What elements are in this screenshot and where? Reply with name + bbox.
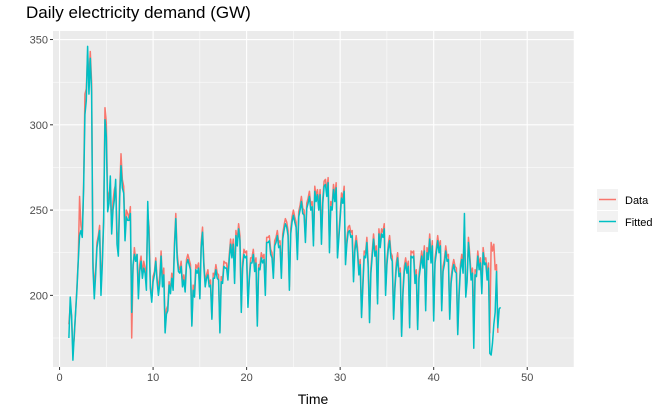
x-tick-label: 20 [240,372,252,384]
x-tick-label: 40 [428,372,440,384]
chart-title: Daily electricity demand (GW) [26,3,251,22]
series-line-fitted [68,45,502,361]
x-tick-label: 10 [147,372,159,384]
legend: Data Fitted [597,189,653,232]
y-tick-label: 250 [30,205,48,217]
minor-gridlines [53,31,575,367]
x-tick-label: 0 [56,372,62,384]
major-gridlines [53,31,574,367]
plot-panel [53,31,574,367]
y-tick-label: 350 [30,35,48,47]
series-layer [68,45,502,361]
x-tick-label: 50 [521,372,533,384]
legend-label-data: Data [625,195,649,207]
y-tick-label: 200 [30,290,48,302]
legend-label-fitted: Fitted [625,217,653,229]
y-tick-label: 300 [30,120,48,132]
axis-layer: 0 10 20 30 40 50 200 250 300 350 [30,35,534,384]
x-axis-title: Time [298,391,329,407]
x-tick-label: 30 [334,372,346,384]
